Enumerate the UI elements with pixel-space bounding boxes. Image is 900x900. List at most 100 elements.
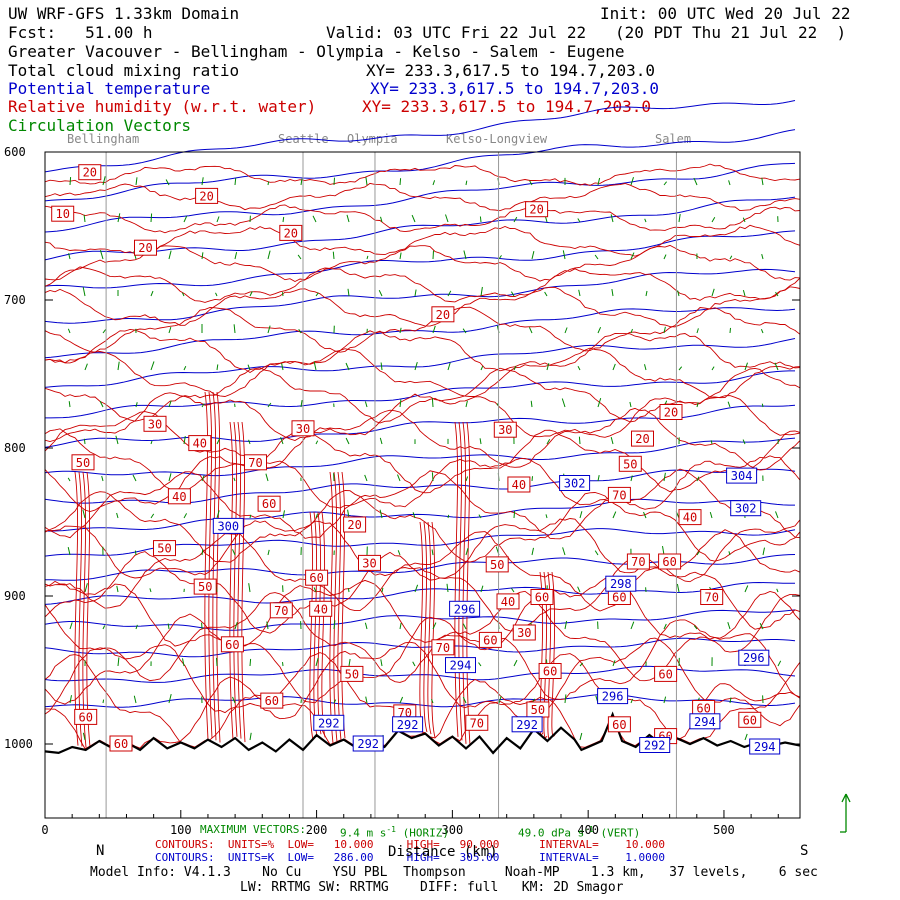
circulation-vector	[313, 361, 317, 371]
circulation-vector	[414, 361, 418, 371]
theta-label-box	[511, 716, 543, 733]
circulation-vector	[531, 547, 534, 556]
circulation-vector	[282, 510, 285, 519]
rh-contour-line	[329, 471, 334, 744]
circulation-vector	[265, 473, 269, 482]
rh-label-box	[496, 593, 520, 610]
circulation-vector	[465, 180, 468, 186]
rh-contour-line	[44, 676, 801, 750]
circulation-vector	[742, 217, 746, 223]
circulation-vector	[761, 253, 764, 260]
max-vert-value: 49.0 dPa s-1 (VERT)	[518, 825, 641, 840]
circulation-vector	[248, 583, 251, 593]
theta-label-box	[597, 688, 629, 705]
rh-label-box	[465, 714, 489, 731]
circulation-vector	[379, 437, 383, 445]
theta-contour-line	[44, 230, 796, 289]
rh-label-box	[143, 415, 167, 432]
circulation-vector	[663, 623, 667, 630]
rh-label: 70	[704, 591, 718, 605]
rh-label: 40	[683, 511, 697, 525]
circulation-vector	[432, 622, 437, 630]
rh-label: 20	[635, 432, 649, 446]
circulation-vector	[465, 548, 469, 556]
theta-label-box	[559, 475, 591, 491]
circulation-vector	[102, 625, 106, 630]
circulation-vector	[742, 289, 746, 297]
rh-label-box	[188, 435, 212, 452]
rh-label-box	[431, 639, 455, 656]
circulation-vector	[216, 364, 219, 371]
circulation-vector	[479, 438, 482, 445]
rh-contour-info: CONTOURS: UNITS=% LOW= 10.000 HIGH= 90.0…	[155, 838, 665, 851]
circulation-vector	[478, 514, 482, 519]
rh-contour-line	[462, 421, 467, 744]
circulation-vector	[663, 696, 667, 704]
theta-label-box	[749, 738, 781, 755]
var-cloud-xy: XY= 233.3,617.5 to 194.7,203.0	[366, 61, 655, 80]
rh-label: 60	[612, 718, 626, 732]
theta-label: 298	[610, 577, 632, 591]
rh-contour-line	[241, 421, 246, 743]
rh-label: 20	[347, 518, 361, 532]
circulation-vector	[546, 438, 551, 445]
circulation-vector	[68, 253, 71, 260]
circulation-vector	[216, 657, 218, 667]
circulation-vector	[564, 620, 568, 630]
circulation-vector	[232, 696, 236, 704]
x-tick-label: 0	[41, 823, 48, 837]
rh-label: 70	[631, 555, 645, 569]
rh-label-box	[309, 600, 333, 617]
circulation-vector	[432, 250, 434, 260]
circulation-vector	[67, 546, 71, 556]
rh-label-box	[431, 306, 455, 323]
circulation-vector	[762, 547, 765, 556]
circulation-vector	[774, 362, 779, 371]
rh-contour-line	[44, 306, 801, 353]
circulation-vector	[216, 216, 220, 223]
circulation-vector	[644, 218, 647, 223]
rh-label-box	[607, 486, 631, 503]
circulation-vector	[298, 329, 302, 334]
rh-label: 50	[490, 558, 504, 572]
circulation-vector	[135, 177, 138, 186]
circulation-vector	[168, 250, 172, 260]
circulation-vector	[577, 586, 581, 593]
rh-label-box	[279, 224, 303, 241]
circulation-vector	[513, 365, 517, 371]
circulation-vector	[399, 327, 402, 334]
circulation-vector	[84, 363, 88, 371]
circulation-vector	[663, 254, 667, 260]
circulation-vector	[232, 549, 236, 556]
rh-label: 70	[436, 641, 450, 655]
circulation-vector	[69, 622, 73, 630]
theta-contour-info: CONTOURS: UNITS=K LOW= 286.00 HIGH= 305.…	[155, 851, 665, 864]
circulation-vector	[346, 214, 350, 223]
rh-contour-line	[208, 391, 213, 739]
circulation-vector	[399, 622, 402, 630]
circulation-vector	[312, 215, 317, 223]
theta-label-box	[726, 467, 758, 484]
circulation-vector	[67, 477, 71, 482]
theta-contours	[44, 100, 796, 708]
circulation-vector	[414, 584, 419, 593]
circulation-vector	[663, 326, 666, 334]
rh-label: 40	[313, 602, 327, 616]
rh-label: 60	[483, 633, 497, 647]
x-tick-label: 200	[306, 823, 328, 837]
circulation-vector	[167, 623, 170, 630]
circulation-vector	[249, 732, 252, 741]
circulation-vector	[380, 659, 383, 667]
rh-contour-line	[216, 391, 221, 743]
circulation-vector	[564, 327, 568, 334]
circulation-vector	[579, 662, 584, 667]
rh-contour-line	[44, 286, 801, 328]
rh-contour-line	[44, 490, 801, 563]
rh-label: 60	[743, 713, 757, 727]
north-label: N	[96, 843, 105, 859]
circulation-vector	[729, 327, 731, 334]
rh-label: 50	[623, 457, 637, 471]
rh-label: 30	[498, 423, 512, 437]
rh-label-box	[291, 420, 315, 437]
rh-label-box	[220, 636, 244, 653]
